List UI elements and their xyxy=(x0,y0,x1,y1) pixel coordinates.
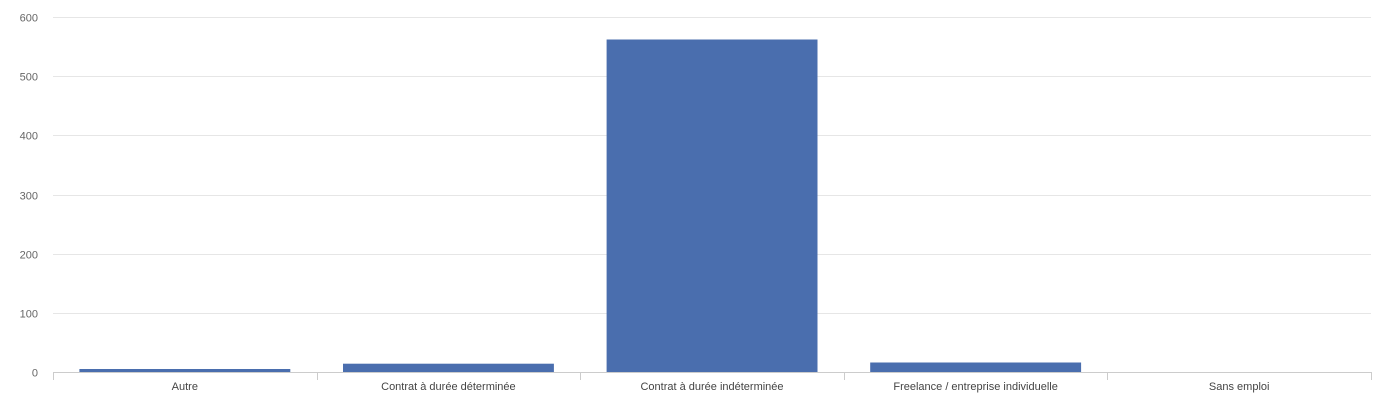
y-tick-label: 200 xyxy=(20,250,38,262)
y-axis-ticks: 0 100 200 300 400 500 600 xyxy=(20,13,38,380)
x-category-label: Sans emploi xyxy=(1209,381,1270,393)
y-tick-label: 400 xyxy=(20,131,38,143)
y-tick-label: 100 xyxy=(20,309,38,321)
y-tick-label: 0 xyxy=(32,368,38,380)
y-tick-label: 600 xyxy=(20,13,38,25)
bar[interactable] xyxy=(343,363,554,372)
x-axis-labels: Autre Contrat à durée déterminée Contrat à… xyxy=(172,381,1270,393)
bar[interactable] xyxy=(870,362,1082,373)
y-tick-label: 500 xyxy=(20,72,38,84)
bar[interactable] xyxy=(606,39,818,373)
x-axis xyxy=(53,372,1372,380)
bar[interactable] xyxy=(79,369,291,372)
x-category-label: Contrat à durée indéterminée xyxy=(640,381,783,393)
y-tick-label: 300 xyxy=(20,191,38,203)
x-category-label: Autre xyxy=(172,381,198,393)
bars xyxy=(79,39,1082,373)
x-category-label: Freelance / entreprise individuelle xyxy=(893,381,1057,393)
x-category-label: Contrat à durée déterminée xyxy=(381,381,516,393)
